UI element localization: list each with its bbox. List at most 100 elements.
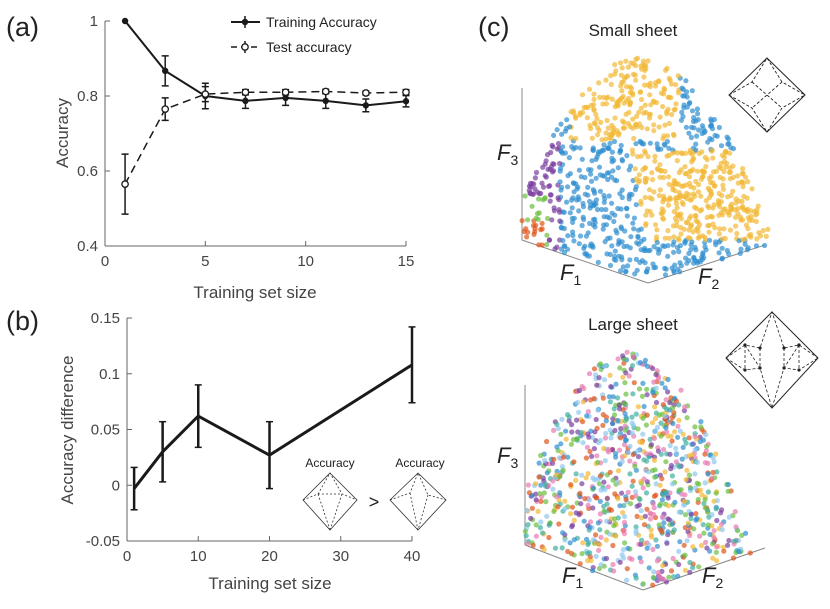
scatter-point [533, 491, 539, 497]
scatter-point [620, 93, 626, 100]
scatter-point [762, 242, 768, 249]
scatter-point [642, 165, 648, 171]
scatter-point [617, 435, 624, 441]
inset-left-label: Accuracy [305, 456, 354, 470]
scatter-point [697, 439, 703, 445]
scatter-point [600, 226, 606, 232]
scatter-point [617, 149, 623, 155]
scatter-point [525, 217, 531, 223]
scatter-point [596, 481, 603, 487]
scatter-point [713, 506, 719, 512]
chart-b-error-bar [130, 466, 138, 511]
scatter-point [700, 174, 706, 180]
scatter-point [640, 62, 646, 68]
scatter-point [574, 186, 580, 192]
scatter-point [701, 255, 707, 261]
scatter-point [582, 243, 588, 249]
scatter-point [555, 504, 561, 510]
scatter-point [650, 546, 656, 553]
scatter-point [736, 238, 742, 244]
scatter-point [588, 102, 594, 108]
scatter-point [597, 498, 603, 504]
chart-b-xtick-label: 20 [261, 548, 278, 565]
scatter-point [550, 161, 556, 167]
scatter-point [652, 153, 658, 159]
scatter-point [749, 186, 755, 192]
scatter-point [634, 124, 640, 130]
scatter-point [557, 218, 563, 224]
chart-a-xlabel: Training set size [193, 283, 316, 302]
scatter-point [671, 234, 677, 240]
scatter-point [610, 394, 616, 400]
scatter-point [663, 425, 669, 431]
scatter-point [587, 550, 593, 556]
scatter-point [705, 489, 712, 495]
scatter-point [646, 565, 652, 571]
scatter-point [525, 522, 531, 528]
scatter-point [662, 414, 668, 420]
scatter-point [689, 452, 695, 458]
scatter-point [606, 193, 612, 199]
chart-b-ytick-label: 0.1 [99, 366, 120, 383]
chart-a-point [362, 102, 370, 109]
scatter-point [593, 175, 599, 181]
scatter-point [565, 233, 571, 239]
scatter-point [743, 222, 750, 228]
scatter-point [613, 451, 619, 457]
scatter-point [624, 213, 630, 219]
scatter-point [638, 226, 644, 232]
scatter-point [600, 412, 606, 418]
scatter-point [618, 268, 624, 274]
scatter-point [684, 538, 690, 544]
scatter-point [633, 524, 639, 530]
small-sheet-scatter [519, 55, 771, 278]
scatter-point [644, 386, 650, 392]
scatter-point [582, 174, 588, 181]
scatter-point [621, 513, 628, 520]
scatter-point [551, 427, 557, 433]
scatter-point [613, 533, 619, 539]
scatter-point [709, 137, 715, 143]
scatter-point [551, 205, 557, 211]
scatter-point [644, 506, 650, 512]
scatter-point [686, 130, 692, 136]
scatter-point [692, 244, 698, 250]
scatter-point [665, 389, 671, 395]
chart-b-ytick-label: -0.05 [86, 533, 120, 550]
scatter-point [682, 194, 688, 200]
scatter-point [697, 487, 704, 493]
scatter-point [665, 228, 671, 234]
scatter-point [590, 217, 597, 223]
scatter-point [714, 517, 720, 524]
scatter-point [665, 376, 671, 383]
scatter-point [622, 427, 628, 433]
scatter-point [630, 151, 636, 157]
scatter-point [716, 250, 722, 256]
scatter-point [531, 231, 537, 237]
scatter-point [639, 124, 645, 131]
scatter-point [595, 520, 601, 526]
scatter-point [600, 395, 606, 401]
scatter-point [629, 430, 635, 436]
scatter-point [687, 147, 693, 153]
scatter-point [571, 238, 577, 244]
scatter-point [651, 244, 657, 250]
scatter-point [667, 196, 674, 202]
scatter-point [676, 402, 682, 408]
scatter-point [674, 181, 680, 187]
scatter-point [734, 230, 740, 237]
scatter-point [545, 166, 551, 172]
scatter-point [647, 516, 654, 522]
scatter-point [538, 482, 544, 488]
scatter-point [600, 101, 606, 107]
scatter-point [638, 508, 644, 514]
scatter-point [609, 243, 615, 249]
scatter-point [617, 365, 623, 371]
scatter-point [680, 183, 687, 189]
scatter-point [554, 127, 560, 133]
scatter-point [532, 175, 539, 181]
scatter-point [619, 194, 625, 201]
scatter-point [624, 243, 630, 249]
scatter-point [696, 564, 702, 570]
scatter-point [587, 519, 594, 525]
